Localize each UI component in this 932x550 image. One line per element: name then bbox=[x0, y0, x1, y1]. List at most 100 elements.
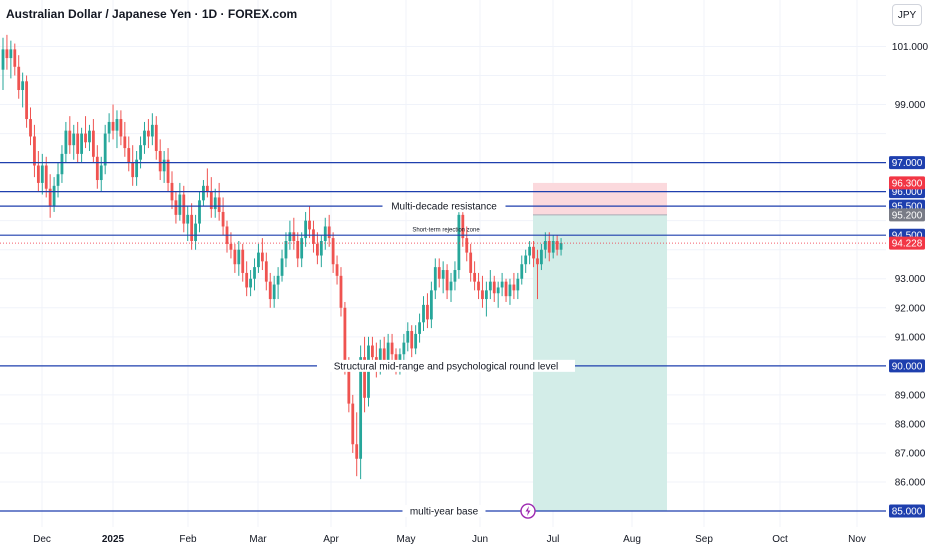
candle bbox=[178, 182, 182, 221]
candle-body bbox=[422, 304, 425, 323]
candle-body bbox=[40, 165, 44, 183]
candle bbox=[547, 232, 551, 262]
candle-body bbox=[547, 240, 551, 253]
time-tick-label: Dec bbox=[33, 534, 51, 545]
candle bbox=[1, 37, 5, 91]
candle-body bbox=[437, 267, 441, 279]
candle-body bbox=[465, 238, 469, 253]
time-tick-label: Feb bbox=[179, 534, 197, 545]
candle-body bbox=[335, 264, 339, 276]
candle bbox=[319, 235, 323, 268]
candle-body bbox=[64, 130, 68, 154]
candle bbox=[453, 261, 457, 291]
candle bbox=[355, 412, 359, 477]
candle-body bbox=[91, 130, 95, 157]
candle-body bbox=[481, 290, 484, 300]
candle bbox=[194, 214, 197, 250]
candle-body bbox=[205, 185, 209, 192]
candle-body bbox=[115, 119, 119, 131]
candle-body bbox=[543, 240, 547, 250]
time-tick-label: Sep bbox=[695, 534, 713, 545]
candle bbox=[323, 217, 327, 250]
price-axis-bg bbox=[886, 0, 932, 527]
candle bbox=[492, 275, 496, 302]
candle-body bbox=[516, 278, 520, 291]
candle-body bbox=[147, 130, 150, 137]
candle-body bbox=[52, 185, 56, 207]
candle bbox=[249, 270, 252, 297]
candle-body bbox=[520, 264, 524, 279]
candle-body bbox=[473, 272, 476, 282]
candle bbox=[68, 116, 72, 154]
candle-body bbox=[174, 200, 178, 215]
time-tick-label: Jul bbox=[547, 534, 560, 545]
candle-body bbox=[426, 304, 429, 320]
candle-body bbox=[88, 130, 91, 143]
time-tick-label: Oct bbox=[772, 534, 788, 545]
level-price-badge-text: 97.000 bbox=[892, 158, 923, 169]
candle-body bbox=[382, 348, 386, 361]
candle-body bbox=[524, 255, 528, 265]
candle-body bbox=[209, 191, 213, 210]
candle-body bbox=[319, 240, 323, 256]
candle bbox=[516, 272, 520, 300]
candle bbox=[119, 110, 123, 146]
candle bbox=[276, 267, 280, 300]
candle-body bbox=[445, 270, 449, 291]
candle bbox=[496, 281, 500, 308]
candle bbox=[339, 267, 343, 317]
candle bbox=[257, 243, 260, 273]
price-axis[interactable]: 101.000 99.000 93.000 92.000 91.000 89.000 88.… bbox=[886, 0, 932, 527]
candle-body bbox=[257, 252, 260, 268]
candle bbox=[524, 249, 528, 273]
candle-body bbox=[347, 365, 351, 404]
candle bbox=[280, 249, 284, 282]
candle bbox=[296, 232, 300, 268]
level-price-badge-bg bbox=[889, 156, 925, 170]
candle-body bbox=[213, 197, 217, 210]
candle bbox=[410, 325, 414, 358]
candle bbox=[449, 272, 453, 302]
time-tick-label: 2025 bbox=[102, 534, 125, 545]
candle-body bbox=[229, 243, 233, 250]
candle-body bbox=[457, 214, 461, 271]
candle-body bbox=[186, 214, 190, 224]
candle-body bbox=[371, 345, 374, 358]
candle bbox=[9, 40, 13, 79]
candle bbox=[441, 261, 445, 294]
candle-body bbox=[488, 281, 492, 291]
candle bbox=[540, 243, 543, 271]
candle bbox=[457, 206, 461, 279]
candle bbox=[5, 34, 9, 70]
candle bbox=[80, 127, 83, 163]
candle bbox=[233, 243, 237, 273]
candle bbox=[48, 174, 52, 218]
candle bbox=[131, 145, 135, 186]
candle bbox=[213, 188, 217, 218]
candle-body bbox=[17, 66, 21, 91]
candle bbox=[351, 394, 355, 453]
candle-body bbox=[139, 145, 142, 160]
candle bbox=[477, 272, 480, 300]
candle bbox=[284, 232, 288, 268]
price-tick-label: 89.000 bbox=[895, 390, 926, 401]
level-price-badge: 90.000 bbox=[889, 359, 925, 373]
candle bbox=[473, 261, 476, 291]
level-price-badge-text: 85.000 bbox=[892, 507, 923, 518]
price-tick-label: 86.000 bbox=[895, 477, 926, 488]
time-axis[interactable]: Dec 2025 Feb Mar Apr May Jun Jul Aug Sep Oct Nov bbox=[33, 534, 866, 545]
candle bbox=[103, 124, 107, 175]
candle-body bbox=[221, 211, 225, 227]
candle-body bbox=[532, 246, 535, 259]
candle bbox=[532, 240, 535, 268]
candle-body bbox=[60, 153, 64, 175]
candle-body bbox=[162, 159, 166, 172]
candle bbox=[123, 121, 127, 157]
candle bbox=[536, 249, 539, 300]
candle-body bbox=[484, 290, 488, 300]
currency-button[interactable]: JPY bbox=[892, 4, 922, 26]
candle-body bbox=[410, 331, 414, 349]
candle bbox=[217, 182, 221, 221]
